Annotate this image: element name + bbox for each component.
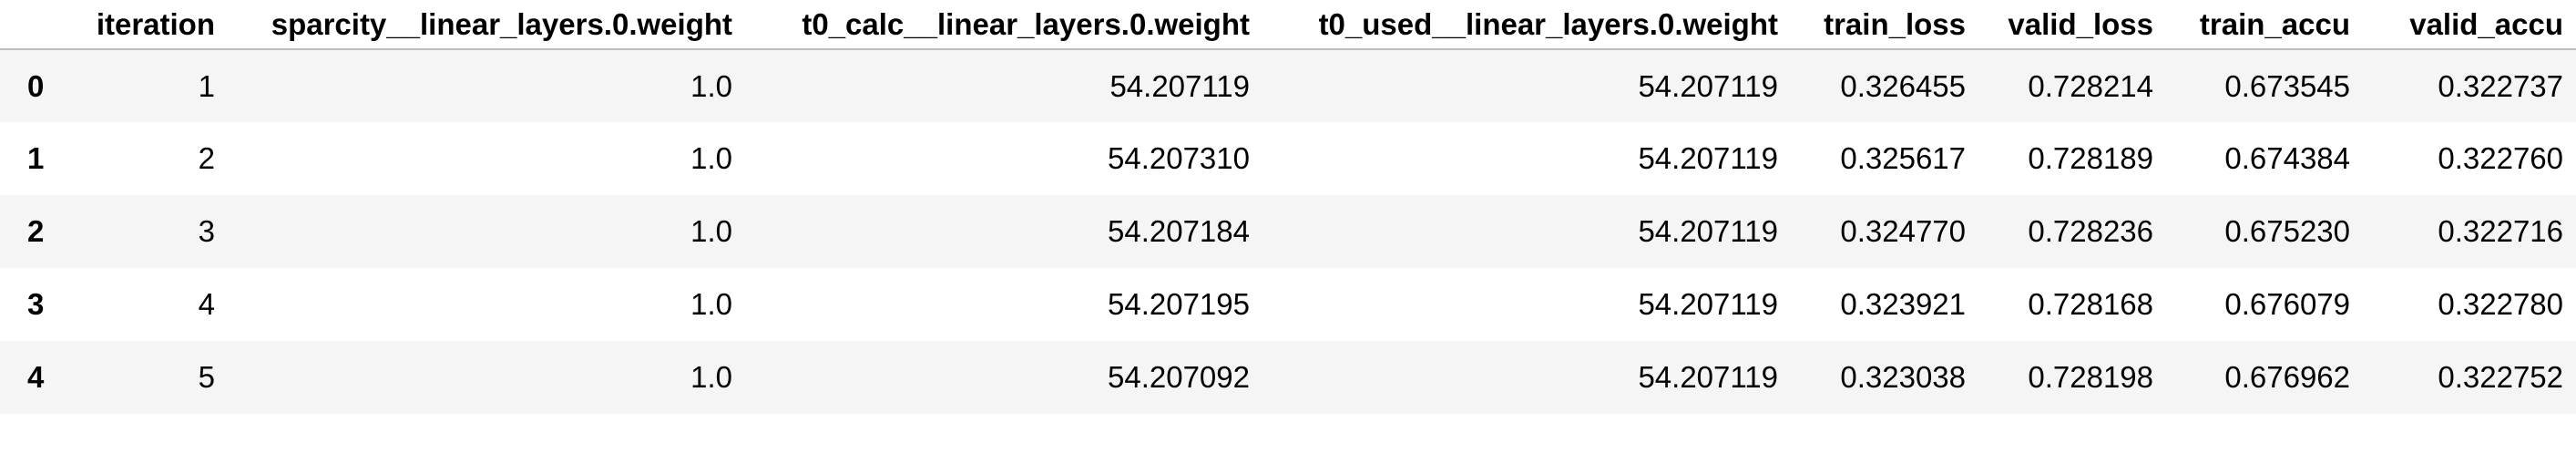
column-header-valid-loss: valid_loss [1978,0,2166,50]
cell-train-accu: 0.674384 [2224,141,2350,175]
cell-iteration: 3 [198,214,215,248]
header-row: iteration sparcity__linear_layers.0.weig… [0,0,2576,50]
cell-train-loss: 0.324770 [1840,214,1966,248]
cell-valid-loss: 0.728236 [2028,214,2153,248]
cell-valid-loss: 0.728168 [2028,287,2153,321]
row-index: 4 [27,360,45,394]
cell-valid-loss: 0.728198 [2028,360,2153,394]
cell-iteration: 4 [198,287,215,321]
cell-t0-calc: 54.207184 [1108,214,1250,248]
results-table: iteration sparcity__linear_layers.0.weig… [0,0,2576,414]
cell-valid-accu: 0.322752 [2438,360,2563,394]
cell-t0-used: 54.207119 [1638,360,1778,394]
cell-iteration: 5 [198,360,215,394]
table-row: 4 5 1.0 54.207092 54.207119 0.323038 0.7… [0,341,2576,414]
column-header-valid-accu: valid_accu [2363,0,2576,50]
column-header-t0-used: t0_used__linear_layers.0.weight [1262,0,1791,50]
cell-t0-used: 54.207119 [1638,141,1778,175]
cell-t0-used: 54.207119 [1638,287,1778,321]
column-header-t0-calc: t0_calc__linear_layers.0.weight [745,0,1262,50]
cell-valid-accu: 0.322737 [2438,68,2563,103]
column-header-train-accu: train_accu [2166,0,2363,50]
cell-sparcity: 1.0 [690,360,732,394]
column-header-iteration: iteration [82,0,228,50]
cell-valid-loss: 0.728189 [2028,141,2153,175]
cell-t0-calc: 54.207195 [1108,287,1250,321]
index-header [0,0,82,50]
cell-t0-calc: 54.207310 [1108,141,1250,175]
cell-train-accu: 0.676962 [2224,360,2350,394]
table-row: 2 3 1.0 54.207184 54.207119 0.324770 0.7… [0,195,2576,268]
table-row: 0 1 1.0 54.207119 54.207119 0.326455 0.7… [0,49,2576,122]
table-body: 0 1 1.0 54.207119 54.207119 0.326455 0.7… [0,49,2576,414]
cell-valid-accu: 0.322780 [2438,287,2563,321]
cell-iteration: 1 [198,68,215,103]
table-header: iteration sparcity__linear_layers.0.weig… [0,0,2576,50]
cell-train-accu: 0.675230 [2224,214,2350,248]
cell-iteration: 2 [198,141,215,175]
cell-train-loss: 0.326455 [1840,68,1966,103]
row-index: 2 [27,214,45,248]
cell-t0-used: 54.207119 [1638,214,1778,248]
row-index: 3 [27,287,45,321]
cell-t0-calc: 54.207092 [1108,360,1250,394]
cell-valid-accu: 0.322716 [2438,214,2563,248]
cell-sparcity: 1.0 [690,68,732,103]
cell-valid-loss: 0.728214 [2028,68,2153,103]
cell-train-accu: 0.676079 [2224,287,2350,321]
column-header-sparcity: sparcity__linear_layers.0.weight [228,0,745,50]
column-header-train-loss: train_loss [1791,0,1978,50]
row-index: 0 [27,68,45,103]
cell-train-loss: 0.325617 [1840,141,1966,175]
cell-train-loss: 0.323921 [1840,287,1966,321]
cell-valid-accu: 0.322760 [2438,141,2563,175]
cell-sparcity: 1.0 [690,287,732,321]
cell-train-loss: 0.323038 [1840,360,1966,394]
table-row: 3 4 1.0 54.207195 54.207119 0.323921 0.7… [0,268,2576,341]
cell-train-accu: 0.673545 [2224,68,2350,103]
table-row: 1 2 1.0 54.207310 54.207119 0.325617 0.7… [0,122,2576,195]
cell-t0-calc: 54.207119 [1109,68,1250,103]
cell-sparcity: 1.0 [690,141,732,175]
row-index: 1 [27,141,45,175]
cell-t0-used: 54.207119 [1638,68,1778,103]
cell-sparcity: 1.0 [690,214,732,248]
